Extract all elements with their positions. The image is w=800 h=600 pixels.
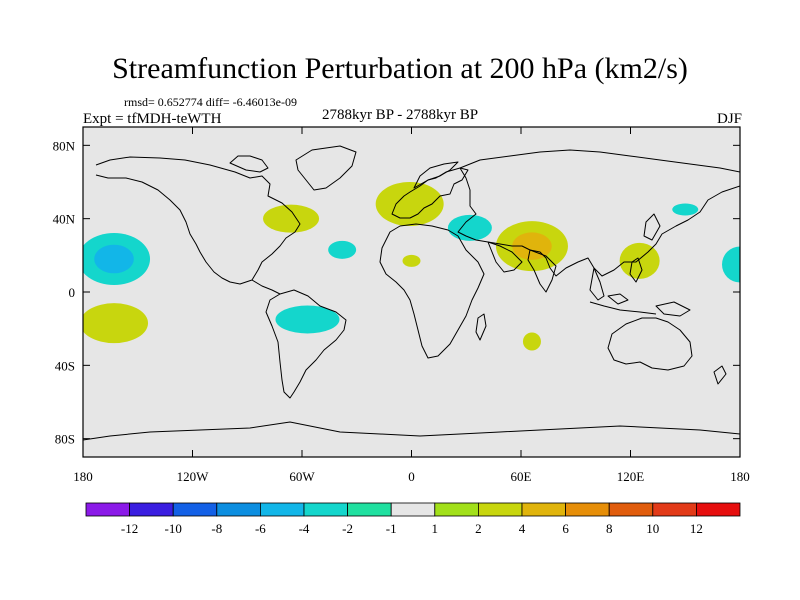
colorbar-swatch — [85, 502, 130, 517]
anomaly-eastern-mediterranean — [447, 214, 492, 241]
colorbar-swatch — [303, 502, 348, 517]
colorbar-label: -6 — [255, 521, 266, 536]
colorbar-label: 2 — [475, 521, 482, 536]
colorbar-swatch — [216, 502, 261, 517]
anomaly-core — [512, 232, 552, 260]
colorbar-swatch — [259, 502, 305, 517]
lat-tick-label: 0 — [69, 285, 76, 300]
anomaly-south-america-east — [275, 305, 340, 334]
colorbar-swatch — [652, 502, 697, 517]
rmsd-diff-label: rmsd= 0.652774 diff= -6.46013e-09 — [124, 95, 297, 109]
colorbar-label: 1 — [432, 521, 439, 536]
map-background — [83, 127, 740, 457]
lat-tick-label: 40S — [55, 358, 75, 373]
colorbar-label: 12 — [690, 521, 703, 536]
experiment-label: Expt = tfMDH-teWTH — [83, 111, 222, 127]
anomaly-layer — [83, 182, 740, 351]
colorbar-swatch — [129, 502, 174, 517]
lon-tick-label: 60E — [511, 469, 532, 484]
colorbar-swatch — [434, 502, 479, 517]
anomaly-kamchatka — [672, 203, 699, 216]
anomaly-south-pacific — [83, 303, 149, 344]
colorbar-label: -12 — [121, 521, 138, 536]
colorbar-swatch — [477, 502, 523, 517]
period-label: 2788kyr BP - 2788kyr BP — [321, 107, 479, 123]
colorbar-label: -1 — [386, 521, 397, 536]
lon-tick-label: 120E — [617, 469, 645, 484]
lon-tick-label: 60W — [289, 469, 315, 484]
colorbar-label: 4 — [519, 521, 526, 536]
colorbar-label: 10 — [646, 521, 659, 536]
colorbar-label: 6 — [562, 521, 569, 536]
colorbar-swatch — [696, 502, 741, 517]
anomaly-central-atlantic — [328, 240, 357, 259]
lon-tick-label: 120W — [177, 469, 210, 484]
coastlines — [83, 145, 740, 441]
colorbar-label: -4 — [299, 521, 310, 536]
lon-tick-label: 0 — [408, 469, 415, 484]
colorbar-swatch — [608, 502, 654, 517]
anomaly-southern-indian-ocean — [522, 332, 541, 351]
anomaly-date-line-north-pacific — [722, 246, 740, 283]
colorbar-swatch — [172, 502, 218, 517]
anomaly-west-africa — [402, 254, 421, 267]
plot-title: Streamfunction Perturbation at 200 hPa (… — [112, 52, 688, 85]
colorbar: -12 -10 -8 -6 -4 -2 -1 1 2 4 6 8 10 12 — [85, 502, 741, 536]
lat-tick-label: 80S — [55, 432, 75, 447]
longitude-axis: 180 120W 60W 0 60E 120E 180 — [73, 127, 750, 484]
anomaly-philippines — [619, 242, 660, 279]
lat-tick-label: 80N — [53, 138, 76, 153]
lon-tick-label: 180 — [73, 469, 93, 484]
anomaly-western-europe — [375, 182, 444, 226]
colorbar-label: -10 — [165, 521, 182, 536]
colorbar-swatch — [565, 502, 610, 517]
colorbar-swatch — [347, 502, 392, 517]
lat-tick-label: 40N — [53, 212, 76, 227]
colorbar-label: -2 — [342, 521, 353, 536]
latitude-axis: 80N 40N 0 40S 80S — [53, 138, 740, 447]
anomaly-western-atlantic — [263, 204, 320, 233]
season-label: DJF — [716, 111, 742, 127]
lon-tick-label: 180 — [730, 469, 750, 484]
anomaly-core — [94, 244, 134, 274]
colorbar-swatch — [521, 502, 566, 517]
colorbar-swatch — [390, 502, 436, 517]
colorbar-label: 8 — [606, 521, 613, 536]
colorbar-label: -8 — [211, 521, 222, 536]
